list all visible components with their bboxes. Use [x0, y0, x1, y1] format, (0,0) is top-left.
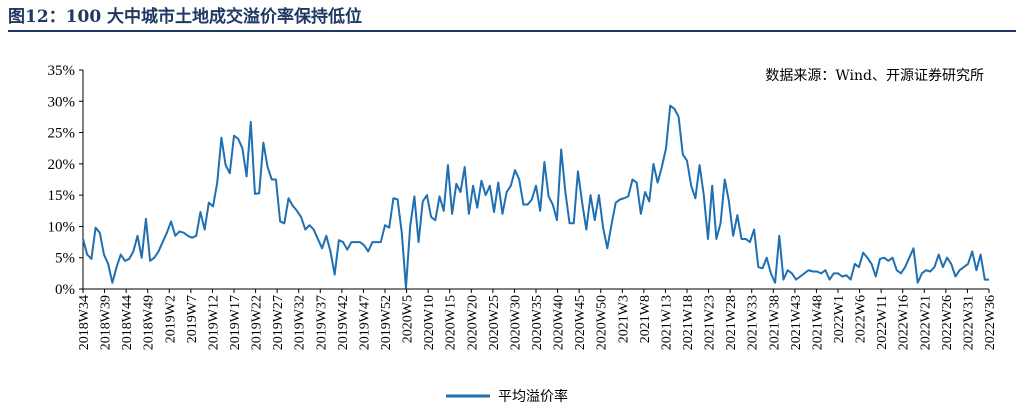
x-tick-label: 2021W28 — [724, 295, 739, 350]
x-tick-label: 2022W36 — [983, 295, 998, 350]
x-tick-label: 2021W8 — [638, 295, 653, 343]
x-tick-label: 2019W47 — [357, 295, 372, 350]
x-tick-label: 2022W11 — [875, 295, 890, 350]
x-tick-label: 2022W16 — [897, 295, 912, 350]
y-tick-label: 0% — [55, 282, 75, 298]
x-tick-label: 2022W21 — [918, 295, 933, 350]
y-tick-label: 35% — [48, 63, 76, 79]
y-tick-label: 20% — [48, 157, 76, 173]
x-tick-label: 2019W32 — [293, 295, 308, 350]
x-tick-label: 2020W45 — [573, 295, 588, 350]
source-note: 数据来源：Wind、开源证券研究所 — [765, 68, 984, 84]
title-rule — [8, 30, 1016, 32]
x-tick-label: 2020W40 — [552, 295, 567, 350]
x-tick-label: 2020W50 — [595, 295, 610, 350]
x-tick-label: 2019W52 — [379, 295, 394, 350]
x-tick-label: 2019W12 — [206, 295, 221, 350]
legend: 平均溢价率 — [446, 388, 568, 405]
x-tick-label: 2022W31 — [961, 295, 976, 350]
x-tick-label: 2020W15 — [444, 295, 459, 350]
y-tick-label: 15% — [48, 188, 76, 204]
y-tick-label: 10% — [48, 219, 76, 235]
x-tick-label: 2020W30 — [508, 295, 523, 350]
x-tick-label: 2022W26 — [940, 295, 955, 350]
x-tick-label: 2021W23 — [703, 295, 718, 350]
x-tick-label: 2019W7 — [185, 295, 200, 343]
x-tick-label: 2020W5 — [401, 295, 416, 343]
x-tick-label: 2021W48 — [810, 295, 825, 350]
x-tick-label: 2021W33 — [746, 295, 761, 350]
x-tick-label: 2019W27 — [271, 295, 286, 350]
x-tick-label: 2021W3 — [616, 295, 631, 343]
x-tick-label: 2020W35 — [530, 295, 545, 350]
x-tick-label: 2022W6 — [854, 295, 869, 343]
y-tick-label: 25% — [48, 126, 76, 142]
x-tick-label: 2019W17 — [228, 295, 243, 350]
y-tick-label: 5% — [55, 251, 75, 267]
x-tick-label: 2019W42 — [336, 295, 351, 350]
x-tick-label: 2021W13 — [659, 295, 674, 350]
x-tick-label: 2020W20 — [465, 295, 480, 350]
x-tick-label: 2018W34 — [77, 295, 92, 350]
figure-title: 图12：100 大中城市土地成交溢价率保持低位 — [8, 7, 363, 27]
x-tick-label: 2018W39 — [99, 295, 114, 350]
x-tick-label: 2020W25 — [487, 295, 502, 350]
x-tick-label: 2019W2 — [163, 295, 178, 343]
x-tick-label: 2018W44 — [120, 295, 135, 350]
x-tick-label: 2021W38 — [767, 295, 782, 350]
y-axis: 0% 5% 10% 15% 20% 25% 30% 35% — [48, 63, 84, 298]
x-tick-label: 2021W18 — [681, 295, 696, 350]
x-tick-label: 2021W43 — [789, 295, 804, 350]
series-line-avg-premium — [82, 104, 989, 289]
x-tick-label: 2019W37 — [314, 295, 329, 350]
x-tick-label: 2018W49 — [142, 295, 157, 350]
legend-label: 平均溢价率 — [498, 388, 568, 405]
y-tick-label: 30% — [48, 94, 76, 110]
x-tick-label: 2022W1 — [832, 295, 847, 343]
x-axis: 2018W34 2018W39 2018W44 2018W49 2019W2 2019W7… — [77, 288, 998, 350]
series-layer — [82, 104, 989, 289]
x-tick-label: 2019W22 — [250, 295, 265, 350]
x-tick-label: 2020W10 — [422, 295, 437, 350]
